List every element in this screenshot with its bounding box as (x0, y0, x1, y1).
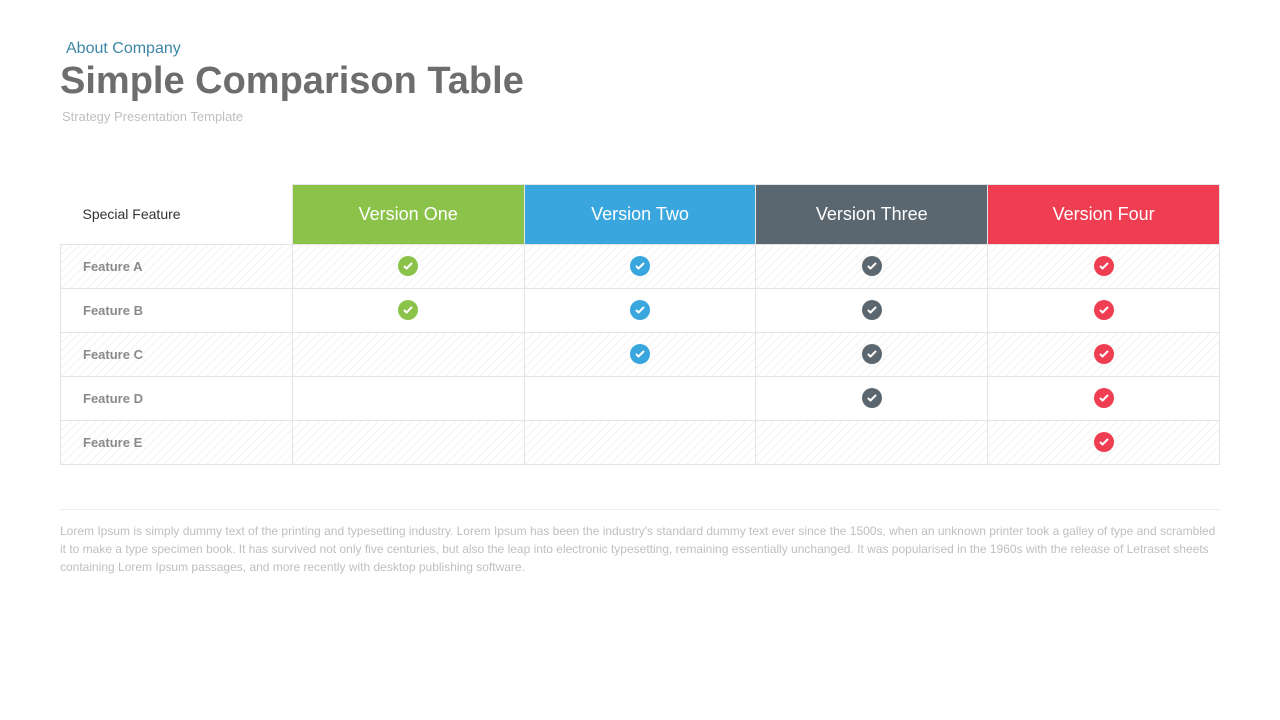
feature-header-cell: Special Feature (61, 185, 293, 245)
feature-cell (988, 289, 1220, 333)
feature-cell (292, 421, 524, 465)
check-icon (1094, 388, 1114, 408)
slide-title: Simple Comparison Table (60, 60, 1220, 103)
slide-header: About Company Simple Comparison Table St… (60, 40, 1220, 124)
table-row: Feature C (61, 333, 1220, 377)
feature-cell (524, 245, 756, 289)
table-row: Feature E (61, 421, 1220, 465)
check-icon (862, 344, 882, 364)
feature-cell (292, 333, 524, 377)
feature-cell (524, 289, 756, 333)
description-paragraph: Lorem Ipsum is simply dummy text of the … (60, 509, 1220, 576)
table-header-row: Special Feature Version One Version Two … (61, 185, 1220, 245)
row-label: Feature B (61, 289, 293, 333)
feature-cell (524, 421, 756, 465)
column-header-3: Version Three (756, 185, 988, 245)
check-icon (1094, 300, 1114, 320)
check-icon (630, 256, 650, 276)
column-header-4: Version Four (988, 185, 1220, 245)
feature-cell (988, 377, 1220, 421)
feature-cell (756, 377, 988, 421)
check-icon (398, 300, 418, 320)
feature-cell (756, 333, 988, 377)
comparison-table: Special Feature Version One Version Two … (60, 184, 1220, 465)
table-row: Feature B (61, 289, 1220, 333)
column-header-1: Version One (292, 185, 524, 245)
feature-cell (988, 333, 1220, 377)
check-icon (398, 256, 418, 276)
feature-cell (524, 333, 756, 377)
feature-cell (988, 245, 1220, 289)
row-label: Feature A (61, 245, 293, 289)
check-icon (862, 256, 882, 276)
feature-cell (756, 245, 988, 289)
column-header-2: Version Two (524, 185, 756, 245)
table-body: Feature AFeature BFeature CFeature DFeat… (61, 245, 1220, 465)
feature-cell (524, 377, 756, 421)
feature-cell (988, 421, 1220, 465)
row-label: Feature D (61, 377, 293, 421)
check-icon (1094, 256, 1114, 276)
feature-cell (292, 245, 524, 289)
feature-cell (756, 289, 988, 333)
check-icon (630, 300, 650, 320)
table-row: Feature A (61, 245, 1220, 289)
check-icon (862, 388, 882, 408)
row-label: Feature C (61, 333, 293, 377)
feature-cell (292, 377, 524, 421)
eyebrow-text: About Company (60, 40, 1220, 58)
check-icon (1094, 344, 1114, 364)
check-icon (630, 344, 650, 364)
slide-subtitle: Strategy Presentation Template (60, 109, 1220, 124)
table-row: Feature D (61, 377, 1220, 421)
row-label: Feature E (61, 421, 293, 465)
feature-cell (292, 289, 524, 333)
feature-cell (756, 421, 988, 465)
check-icon (862, 300, 882, 320)
check-icon (1094, 432, 1114, 452)
